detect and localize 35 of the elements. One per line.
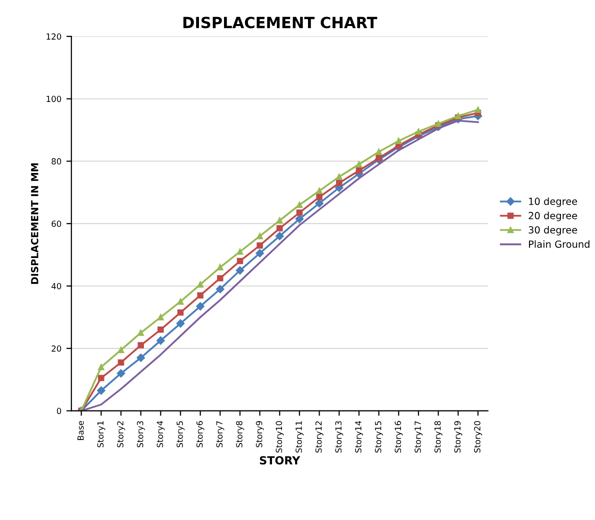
- x-axis-title: STORY: [260, 456, 300, 465]
- chart-title: DISPLACEMENT CHART: [183, 16, 378, 28]
- legend-label: 30 degree: [528, 226, 578, 236]
- y-tick-label: 100: [46, 96, 62, 102]
- y-tick-label: 60: [52, 220, 62, 227]
- x-tick-label: Story16: [394, 421, 403, 453]
- y-tick-label: 20: [52, 345, 62, 352]
- y-tick-label: 120: [46, 33, 62, 40]
- x-tick-label: Story8: [236, 421, 244, 448]
- y-tick-label: 0: [56, 408, 62, 414]
- y-axis-title: DISPLACEMENT IN MM: [30, 163, 38, 284]
- x-tick-label: Story13: [335, 421, 344, 453]
- x-tick-label: Story6: [196, 421, 204, 448]
- x-tick-label: Story17: [414, 421, 423, 453]
- x-tick-label: Story2: [117, 421, 126, 448]
- x-tick-label: Base: [78, 420, 84, 440]
- x-tick-label: Story15: [374, 421, 383, 453]
- x-tick-label: Story18: [434, 421, 442, 453]
- x-tick-label: Story4: [156, 420, 165, 448]
- x-tick-label: Story12: [315, 421, 324, 453]
- x-tick-label: Story19: [454, 421, 462, 453]
- y-tick-label: 40: [51, 282, 62, 290]
- x-tick-label: Story11: [296, 421, 304, 453]
- x-tick-label: Story9: [256, 421, 264, 448]
- x-tick-label: Story14: [355, 420, 364, 453]
- legend-label: Plain Ground: [528, 240, 590, 248]
- x-tick-label: Story7: [216, 421, 224, 448]
- y-tick-label: 80: [52, 158, 62, 164]
- x-tick-label: Story20: [474, 421, 482, 453]
- x-tick-label: Story3: [136, 421, 145, 448]
- x-tick-label: Story10: [276, 421, 284, 453]
- x-tick-label: Story1: [97, 421, 106, 448]
- legend-label: 20 degree: [528, 212, 578, 222]
- x-tick-label: Story5: [176, 421, 185, 448]
- legend-label: 10 degree: [529, 197, 578, 207]
